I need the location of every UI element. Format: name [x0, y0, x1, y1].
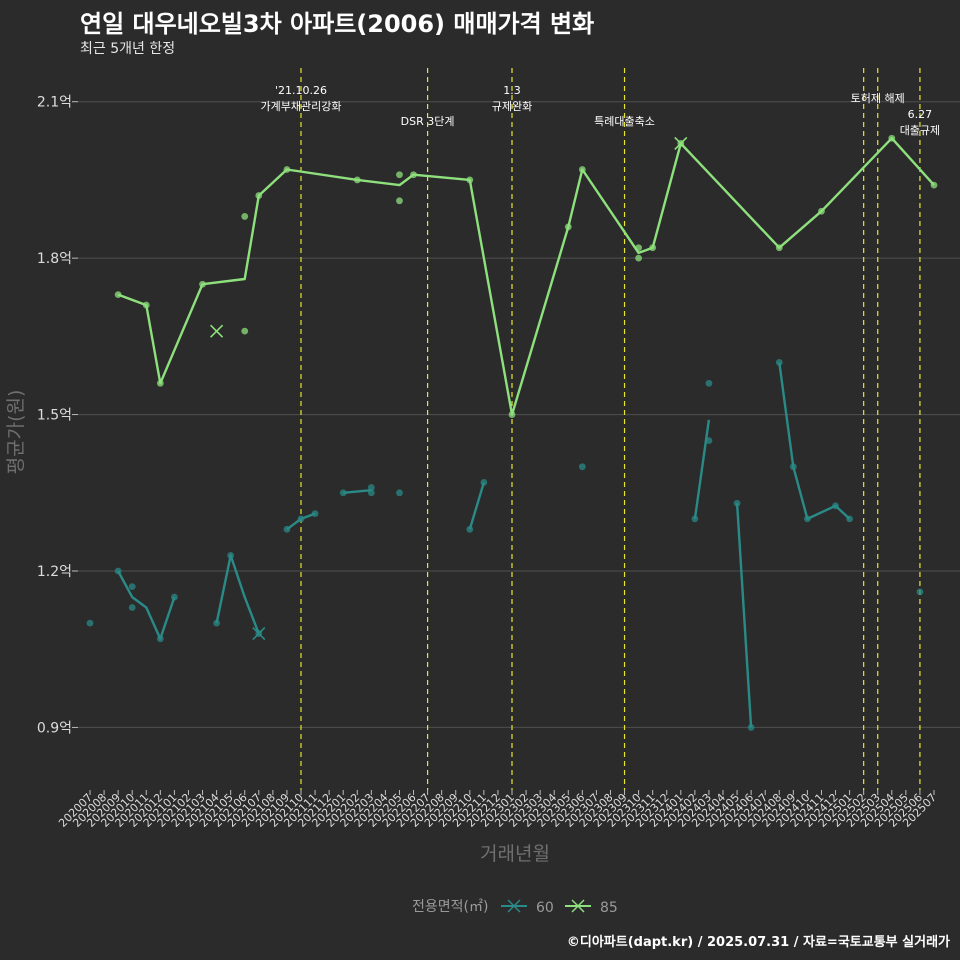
data-point-60 — [339, 489, 347, 497]
data-point-60 — [396, 489, 403, 497]
data-point-60 — [705, 437, 713, 445]
y-tick-label: 1.2억 — [37, 564, 72, 580]
series-line-60 — [468, 482, 486, 530]
data-point-85 — [255, 192, 263, 199]
event-annotation: 규제완화 — [492, 100, 532, 113]
data-point-60 — [578, 463, 586, 471]
series-60 — [86, 359, 924, 731]
data-point-85 — [156, 379, 164, 387]
data-point-60 — [916, 588, 924, 596]
y-axis-ticks: 0.9억 1.2억 1.5억 1.8억 2.1억 — [37, 95, 78, 736]
y-axis-label: 평균가(원) — [5, 390, 27, 475]
chart-title: 연일 대우네오빌3차 아파트(2006) 매매가격 변화 — [80, 10, 595, 38]
data-point-60 — [367, 484, 375, 491]
data-point-60 — [832, 502, 839, 510]
legend-label-85: 85 — [600, 900, 618, 916]
series-line-60 — [778, 362, 851, 521]
data-point-85 — [142, 301, 150, 309]
source-caption: ©디아파트(dapt.kr) / 2025.07.31 / 자료=국토교통부 실… — [566, 935, 950, 950]
data-point-85 — [396, 197, 403, 205]
series-line-60 — [343, 489, 372, 494]
cross-stroke — [252, 627, 266, 641]
cross-stroke — [210, 324, 224, 338]
series-85 — [114, 134, 938, 418]
data-point-60 — [311, 510, 319, 518]
series-line-60 — [117, 570, 176, 640]
data-point-60 — [466, 525, 474, 533]
cross-stroke — [674, 136, 688, 150]
legend-key-60 — [501, 899, 527, 913]
data-point-85 — [578, 166, 586, 173]
series-line-60 — [735, 503, 753, 728]
data-point-60 — [747, 724, 755, 731]
data-point-85 — [241, 327, 249, 335]
data-point-60 — [297, 515, 305, 523]
data-point-85 — [508, 411, 516, 418]
legend: 전용면적(㎡) 60 85 — [412, 899, 618, 916]
data-point-60 — [480, 478, 488, 486]
cross-marker-85 — [210, 324, 224, 338]
event-annotation: 대출규제 — [900, 124, 940, 137]
event-annotation: 6.27 — [908, 108, 933, 121]
event-annotation: 1.3 — [503, 84, 521, 97]
series-line-60 — [215, 554, 260, 635]
data-point-60 — [171, 593, 178, 601]
event-annotation: 특례대출축소 — [594, 115, 655, 128]
data-point-85 — [199, 280, 206, 288]
y-tick-label: 1.8억 — [37, 251, 72, 267]
data-point-85 — [818, 207, 825, 215]
data-point-85 — [410, 171, 417, 179]
legend-title: 전용면적(㎡) — [412, 899, 488, 915]
event-annotation: 토허제 해제 — [851, 91, 905, 105]
data-point-85 — [241, 213, 249, 220]
data-point-60 — [705, 379, 713, 387]
data-point-85 — [635, 254, 642, 262]
data-point-60 — [213, 619, 221, 627]
series-line-60 — [693, 419, 711, 520]
data-point-60 — [846, 515, 853, 523]
legend-key-85 — [565, 899, 591, 913]
data-point-85 — [114, 291, 122, 299]
x-axis-label: 거래년월 — [480, 843, 550, 865]
data-point-60 — [789, 463, 797, 471]
data-point-60 — [227, 551, 235, 559]
y-tick-label: 0.9억 — [37, 720, 72, 736]
series-layer — [86, 134, 938, 731]
data-point-60 — [733, 499, 741, 507]
chart-subtitle: 최근 5개년 한정 — [80, 41, 176, 57]
data-point-85 — [930, 181, 938, 189]
y-tick-label: 2.1억 — [37, 95, 72, 111]
data-point-60 — [156, 635, 164, 643]
data-point-85 — [396, 171, 403, 179]
data-point-60 — [128, 604, 136, 611]
data-point-60 — [128, 583, 136, 591]
grid-lines — [78, 101, 960, 728]
cross-marker-60 — [252, 627, 266, 641]
legend-label-60: 60 — [536, 900, 554, 916]
data-point-60 — [283, 525, 291, 533]
event-annotation: '21.10.26 — [275, 84, 327, 97]
data-point-60 — [367, 489, 375, 497]
x-axis-ticks: 2020072020082020092020102020112020122021… — [56, 790, 939, 830]
data-point-60 — [775, 359, 783, 366]
data-point-85 — [564, 223, 572, 231]
y-tick-label: 1.5억 — [37, 408, 72, 424]
event-annotation: DSR 3단계 — [401, 115, 455, 128]
event-annotation: 가계부채관리강화 — [261, 100, 342, 113]
series-line-85 — [117, 137, 935, 416]
data-point-85 — [649, 244, 657, 252]
data-point-60 — [691, 515, 699, 523]
data-point-85 — [635, 244, 642, 252]
data-point-85 — [466, 176, 474, 184]
data-point-85 — [775, 244, 783, 252]
data-point-85 — [353, 176, 361, 184]
data-point-60 — [114, 567, 122, 575]
data-point-85 — [888, 134, 896, 142]
data-point-60 — [86, 619, 94, 627]
data-point-85 — [283, 166, 291, 173]
cross-marker-85 — [674, 136, 688, 150]
data-point-60 — [804, 515, 811, 523]
